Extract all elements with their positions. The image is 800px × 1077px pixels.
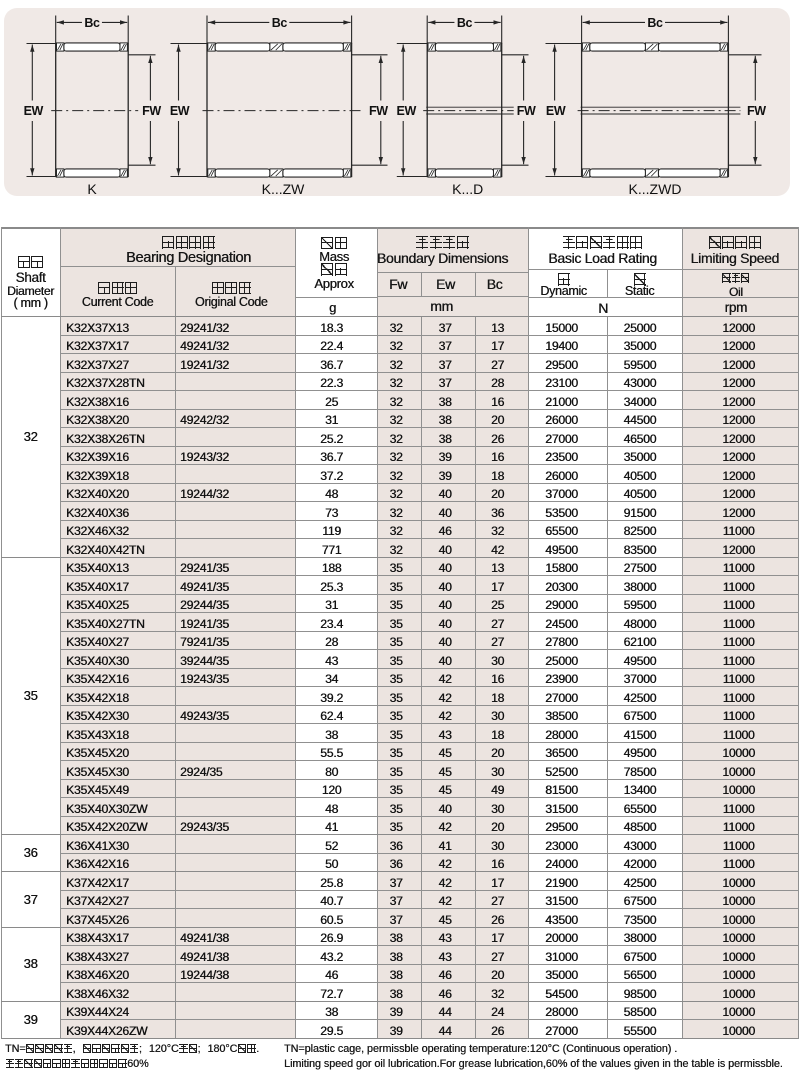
svg-text:K...ZW: K...ZW [262,181,306,197]
svg-text:EW: EW [170,104,190,118]
svg-text:FW: FW [142,104,161,118]
svg-text:FW: FW [517,104,536,118]
svg-text:EW: EW [397,104,417,118]
svg-text:K...D: K...D [452,181,483,197]
svg-text:K...ZWD: K...ZWD [629,181,682,197]
svg-text:K: K [87,181,97,197]
svg-text:Bc: Bc [647,16,663,30]
svg-text:EW: EW [24,104,44,118]
svg-text:Bc: Bc [272,16,288,30]
svg-text:FW: FW [747,104,766,118]
svg-text:FW: FW [369,104,388,118]
svg-text:EW: EW [546,104,566,118]
svg-text:Bc: Bc [84,16,100,30]
svg-text:Bc: Bc [457,16,473,30]
